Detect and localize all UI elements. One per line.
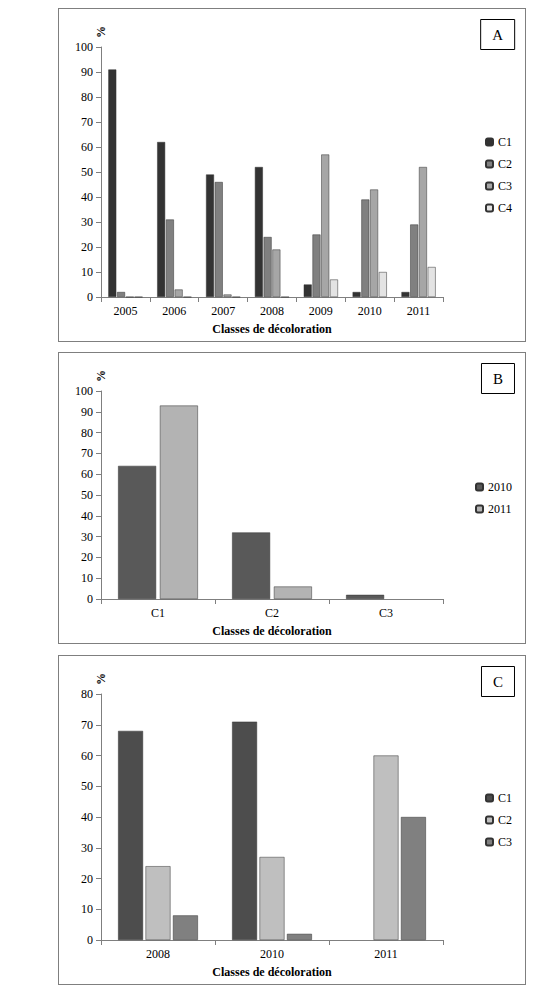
svg-text:Classes de décoloration: Classes de décoloration: [212, 624, 332, 638]
svg-text:2011: 2011: [488, 502, 512, 516]
svg-text:0: 0: [87, 592, 93, 606]
svg-text:2007: 2007: [211, 304, 235, 318]
svg-text:2010: 2010: [260, 947, 284, 961]
svg-text:90: 90: [81, 65, 93, 79]
svg-text:C1: C1: [498, 135, 512, 149]
svg-text:50: 50: [81, 488, 93, 502]
svg-text:40: 40: [81, 810, 93, 824]
svg-text:70: 70: [81, 446, 93, 460]
svg-text:10: 10: [81, 265, 93, 279]
svg-text:C: C: [493, 674, 503, 690]
svg-text:C4: C4: [498, 201, 512, 215]
svg-text:2010: 2010: [488, 480, 512, 494]
svg-text:A: A: [492, 27, 503, 43]
svg-text:C3: C3: [379, 606, 393, 620]
svg-text:Classes de décoloration: Classes de décoloration: [212, 322, 332, 336]
svg-text:C3: C3: [498, 179, 512, 193]
svg-text:2011: 2011: [374, 947, 398, 961]
svg-text:0: 0: [87, 290, 93, 304]
svg-text:70: 70: [81, 115, 93, 129]
svg-text:2009: 2009: [309, 304, 333, 318]
svg-text:80: 80: [81, 426, 93, 440]
svg-text:30: 30: [81, 841, 93, 855]
svg-text:70: 70: [81, 718, 93, 732]
svg-text:20: 20: [81, 872, 93, 886]
svg-text:20: 20: [81, 240, 93, 254]
svg-text:30: 30: [81, 530, 93, 544]
svg-text:100: 100: [75, 384, 93, 398]
svg-text:20: 20: [81, 550, 93, 564]
svg-text:40: 40: [81, 509, 93, 523]
svg-text:60: 60: [81, 467, 93, 481]
svg-text:2006: 2006: [162, 304, 186, 318]
svg-text:10: 10: [81, 902, 93, 916]
svg-text:2008: 2008: [260, 304, 284, 318]
svg-text:60: 60: [81, 749, 93, 763]
svg-text:90: 90: [81, 405, 93, 419]
svg-text:80: 80: [81, 90, 93, 104]
svg-text:40: 40: [81, 190, 93, 204]
svg-text:2011: 2011: [407, 304, 431, 318]
svg-text:100: 100: [75, 40, 93, 54]
svg-text:50: 50: [81, 779, 93, 793]
svg-text:%: %: [94, 673, 108, 685]
svg-text:0: 0: [87, 933, 93, 947]
svg-text:50: 50: [81, 165, 93, 179]
svg-text:2005: 2005: [113, 304, 137, 318]
svg-text:C3: C3: [498, 835, 512, 849]
svg-text:10: 10: [81, 571, 93, 585]
svg-text:%: %: [94, 26, 108, 38]
svg-text:2008: 2008: [146, 947, 170, 961]
svg-text:2010: 2010: [358, 304, 382, 318]
svg-text:%: %: [94, 370, 108, 382]
svg-text:C1: C1: [498, 791, 512, 805]
svg-text:60: 60: [81, 140, 93, 154]
svg-text:B: B: [493, 371, 503, 387]
svg-text:C2: C2: [498, 157, 512, 171]
svg-text:C1: C1: [151, 606, 165, 620]
svg-text:C2: C2: [265, 606, 279, 620]
svg-text:Classes de décoloration: Classes de décoloration: [212, 965, 332, 979]
svg-text:30: 30: [81, 215, 93, 229]
svg-text:C2: C2: [498, 813, 512, 827]
svg-text:80: 80: [81, 687, 93, 701]
